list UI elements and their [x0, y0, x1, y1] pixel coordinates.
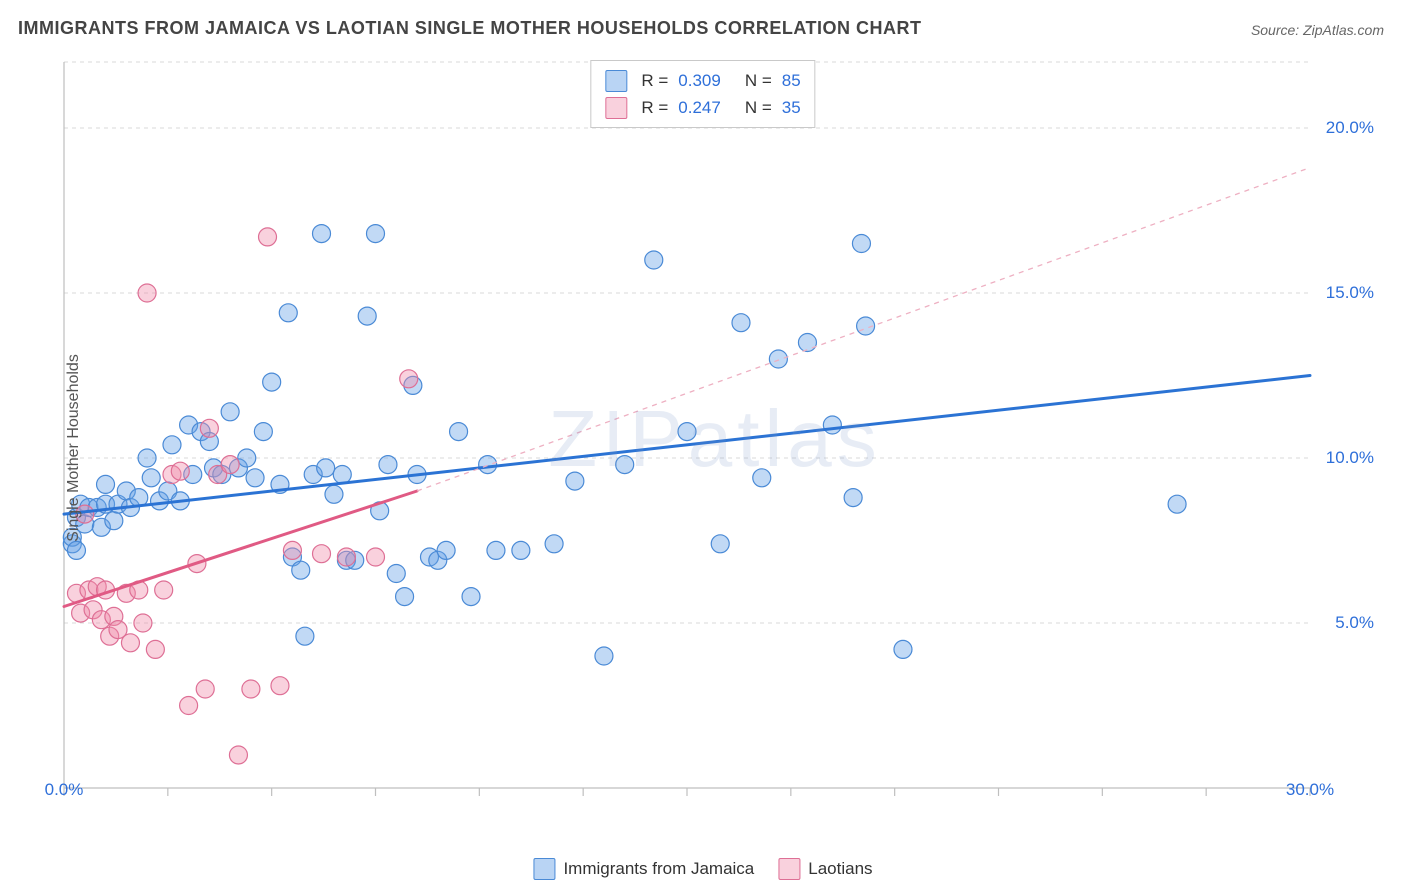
- legend-correlation: R = 0.309 N = 85 R = 0.247 N = 35: [590, 60, 815, 128]
- legend-label: Immigrants from Jamaica: [563, 859, 754, 879]
- legend-row-pink: R = 0.247 N = 35: [605, 94, 800, 121]
- y-tick-label: 20.0%: [1326, 118, 1374, 138]
- chart-area: Single Mother Households ZIPatlas 5.0%10…: [50, 58, 1380, 838]
- y-tick-label: 15.0%: [1326, 283, 1374, 303]
- legend-series: Immigrants from Jamaica Laotians: [533, 858, 872, 880]
- chart-title: IMMIGRANTS FROM JAMAICA VS LAOTIAN SINGL…: [18, 18, 921, 39]
- scatter-chart: [50, 58, 1380, 838]
- r-value: 0.309: [678, 67, 721, 94]
- swatch-pink-icon: [605, 97, 627, 119]
- x-tick-label: 30.0%: [1286, 780, 1334, 800]
- swatch-blue-icon: [605, 70, 627, 92]
- n-label: N =: [745, 67, 772, 94]
- legend-row-blue: R = 0.309 N = 85: [605, 67, 800, 94]
- n-value: 35: [782, 94, 801, 121]
- x-tick-label: 0.0%: [45, 780, 84, 800]
- y-tick-label: 5.0%: [1335, 613, 1374, 633]
- legend-item-jamaica: Immigrants from Jamaica: [533, 858, 754, 880]
- n-label: N =: [745, 94, 772, 121]
- swatch-pink-icon: [778, 858, 800, 880]
- legend-label: Laotians: [808, 859, 872, 879]
- r-label: R =: [641, 94, 668, 121]
- r-value: 0.247: [678, 94, 721, 121]
- y-tick-label: 10.0%: [1326, 448, 1374, 468]
- n-value: 85: [782, 67, 801, 94]
- y-axis-label: Single Mother Households: [65, 354, 83, 542]
- r-label: R =: [641, 67, 668, 94]
- swatch-blue-icon: [533, 858, 555, 880]
- legend-item-laotians: Laotians: [778, 858, 872, 880]
- source-attribution: Source: ZipAtlas.com: [1251, 22, 1384, 38]
